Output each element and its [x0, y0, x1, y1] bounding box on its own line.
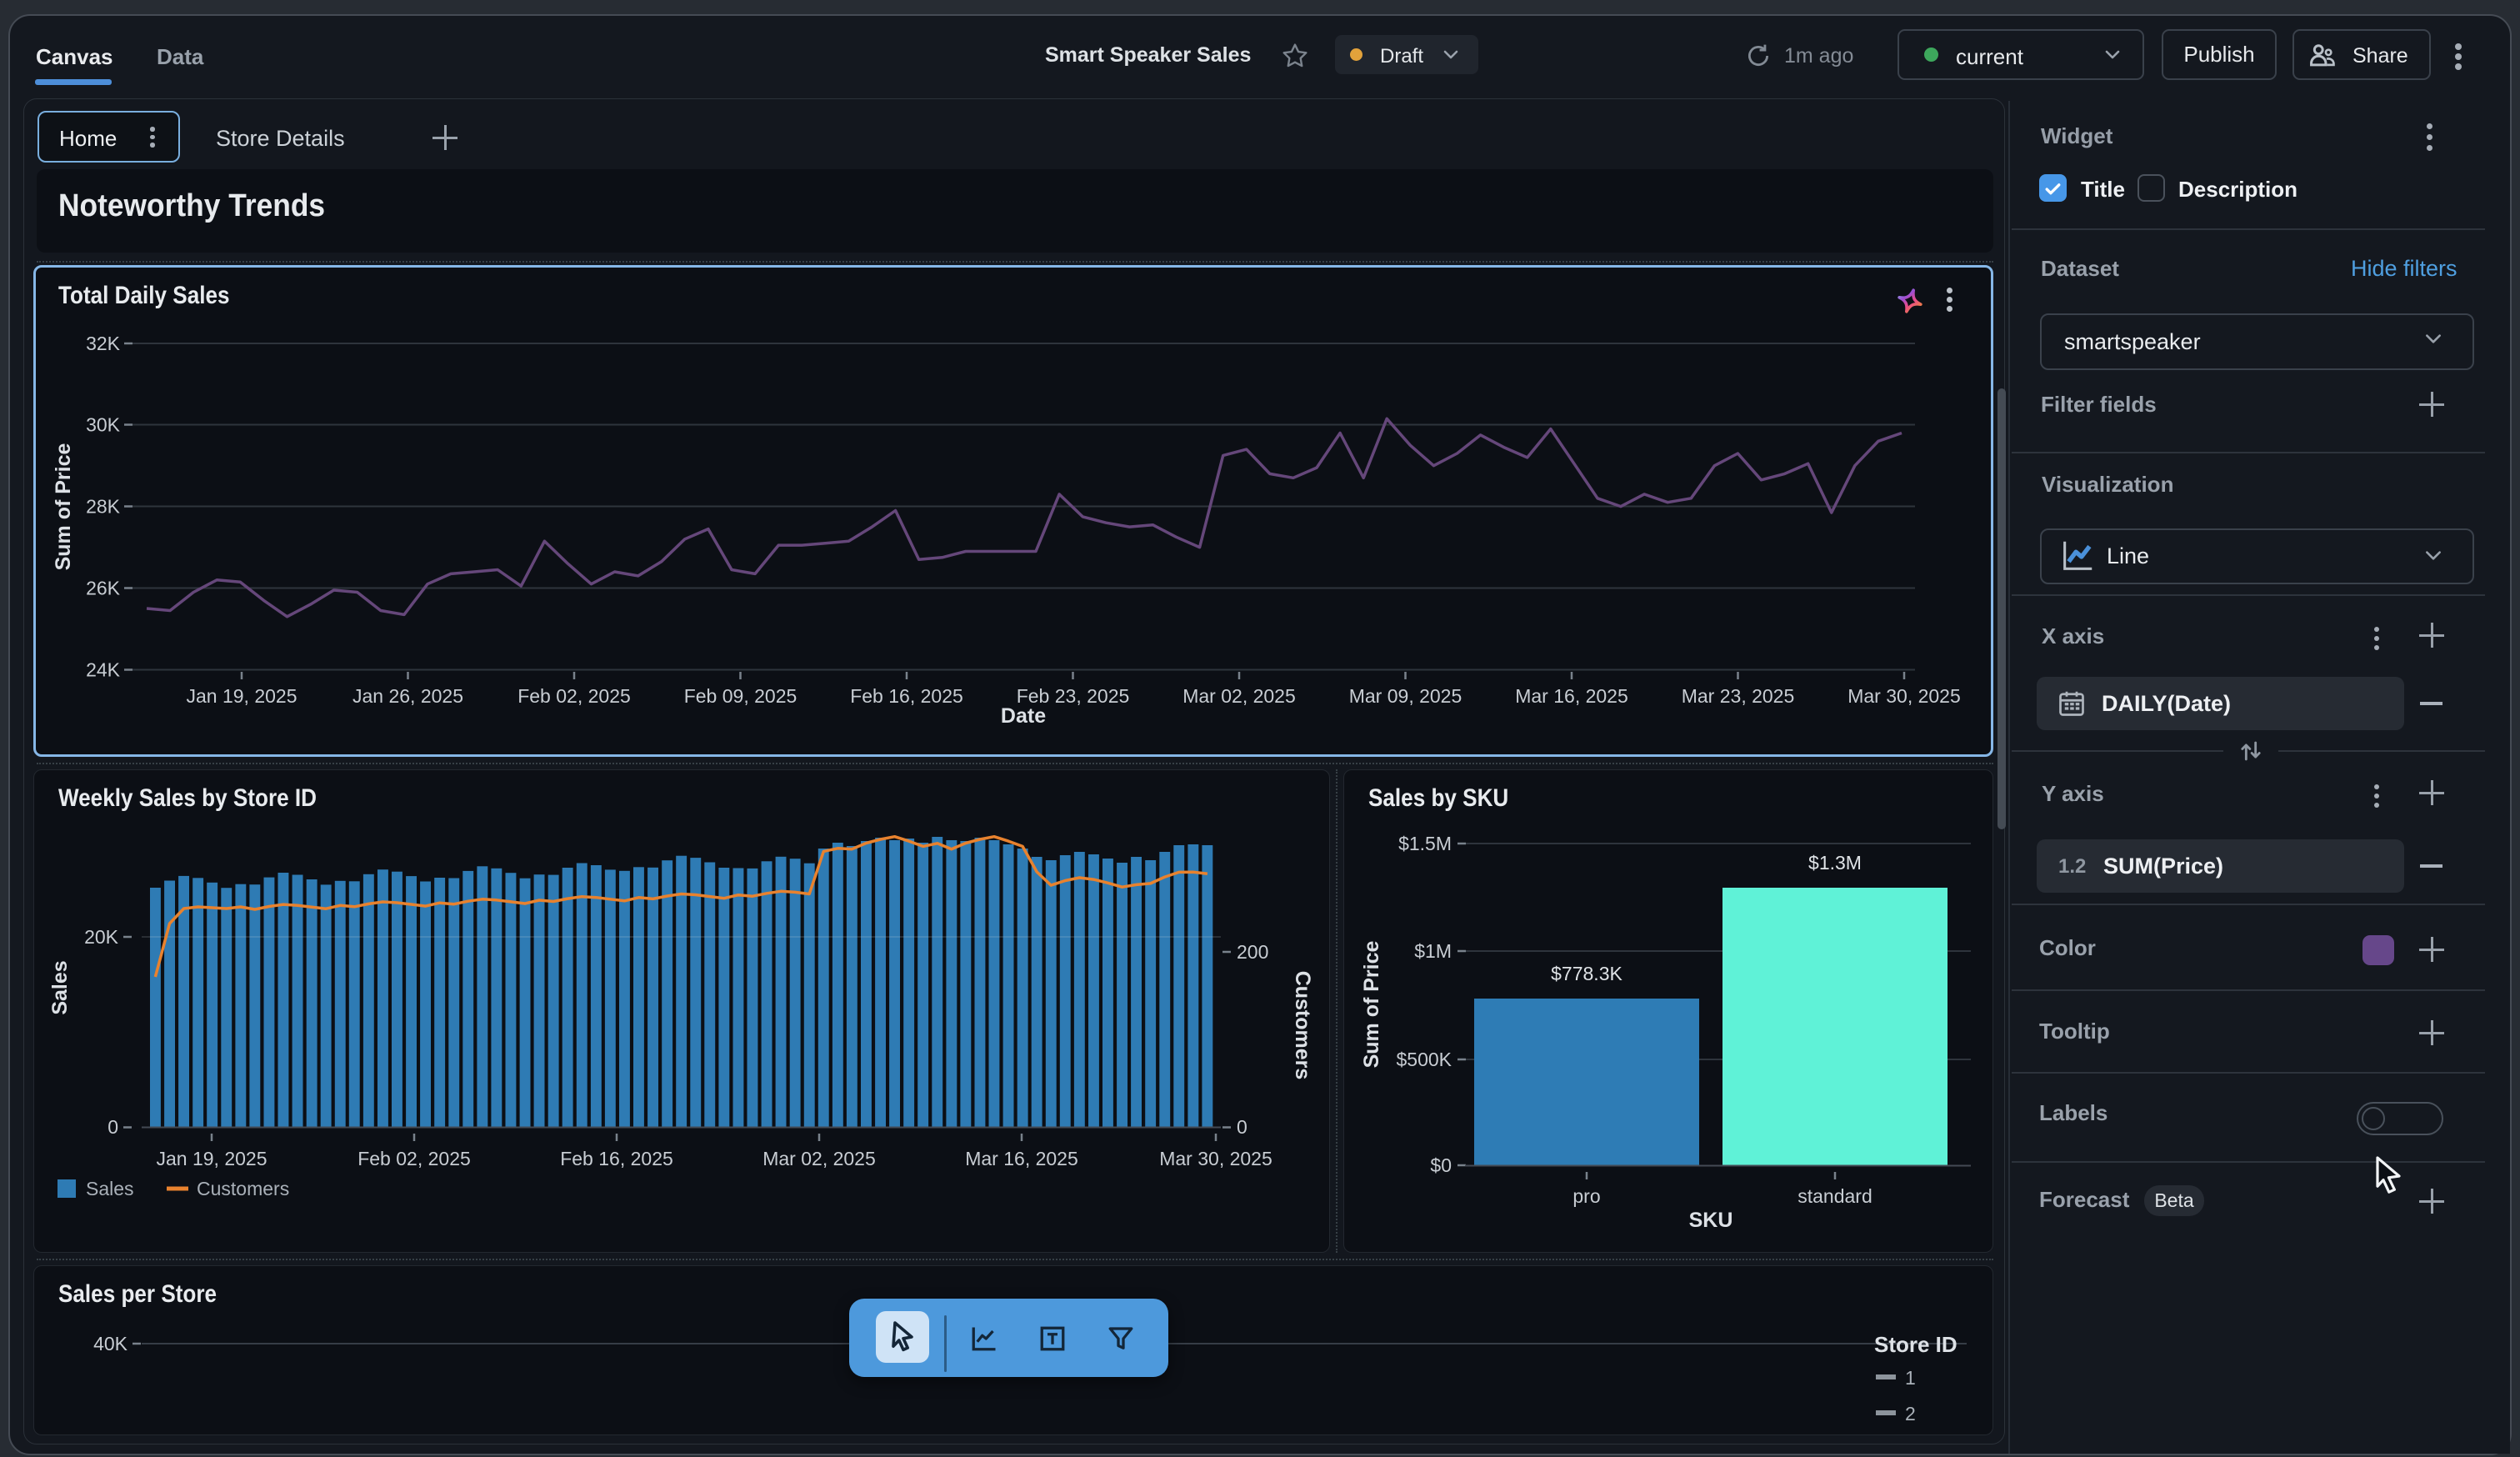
svg-text:$1.5M: $1.5M	[1398, 833, 1452, 854]
svg-text:28K: 28K	[86, 496, 121, 518]
svg-text:$1.3M: $1.3M	[1808, 852, 1862, 874]
svg-text:Store ID: Store ID	[1874, 1332, 1958, 1357]
svg-text:30K: 30K	[86, 414, 121, 436]
svg-text:0: 0	[1237, 1116, 1248, 1138]
svg-text:$500K: $500K	[1396, 1049, 1452, 1070]
svg-text:Mar 09, 2025: Mar 09, 2025	[1349, 685, 1462, 707]
svg-text:Mar 23, 2025: Mar 23, 2025	[1682, 685, 1795, 707]
svg-text:40K: 40K	[93, 1333, 128, 1354]
svg-text:200: 200	[1237, 941, 1268, 963]
svg-text:Date: Date	[1001, 704, 1046, 728]
svg-text:2: 2	[1905, 1403, 1916, 1424]
svg-text:20K: 20K	[84, 926, 119, 948]
svg-text:26K: 26K	[86, 578, 121, 599]
svg-text:Mar 16, 2025: Mar 16, 2025	[1515, 685, 1628, 707]
svg-text:$778.3K: $778.3K	[1551, 963, 1622, 984]
svg-text:32K: 32K	[86, 333, 121, 354]
svg-text:Feb 16, 2025: Feb 16, 2025	[850, 685, 963, 707]
svg-text:Sum of Price: Sum of Price	[52, 443, 75, 570]
svg-text:standard: standard	[1798, 1185, 1872, 1207]
svg-text:24K: 24K	[86, 659, 121, 681]
svg-text:Mar 02, 2025: Mar 02, 2025	[1182, 685, 1296, 707]
svg-text:Sum of Price: Sum of Price	[1360, 940, 1383, 1068]
svg-text:Customers: Customers	[1291, 971, 1314, 1080]
svg-text:Jan 19, 2025: Jan 19, 2025	[156, 1148, 267, 1169]
svg-text:Mar 02, 2025: Mar 02, 2025	[762, 1148, 876, 1169]
svg-text:Mar 30, 2025: Mar 30, 2025	[1848, 685, 1961, 707]
svg-text:$1M: $1M	[1414, 940, 1452, 962]
svg-text:Mar 30, 2025: Mar 30, 2025	[1159, 1148, 1272, 1169]
svg-text:Feb 09, 2025: Feb 09, 2025	[684, 685, 798, 707]
svg-text:Jan 26, 2025: Jan 26, 2025	[352, 685, 463, 707]
svg-text:0: 0	[108, 1116, 118, 1138]
svg-text:pro: pro	[1572, 1185, 1600, 1207]
svg-text:Jan 19, 2025: Jan 19, 2025	[186, 685, 297, 707]
svg-text:1: 1	[1905, 1367, 1916, 1389]
svg-text:Feb 02, 2025: Feb 02, 2025	[518, 685, 631, 707]
svg-text:Feb 02, 2025: Feb 02, 2025	[358, 1148, 471, 1169]
svg-text:Feb 23, 2025: Feb 23, 2025	[1017, 685, 1130, 707]
svg-text:Customers: Customers	[197, 1178, 289, 1199]
svg-text:Sales: Sales	[86, 1178, 134, 1199]
svg-text:Sales: Sales	[48, 960, 72, 1014]
svg-text:Mar 16, 2025: Mar 16, 2025	[965, 1148, 1078, 1169]
svg-text:SKU: SKU	[1689, 1209, 1733, 1232]
svg-text:$0: $0	[1430, 1154, 1452, 1176]
svg-text:Feb 16, 2025: Feb 16, 2025	[560, 1148, 673, 1169]
